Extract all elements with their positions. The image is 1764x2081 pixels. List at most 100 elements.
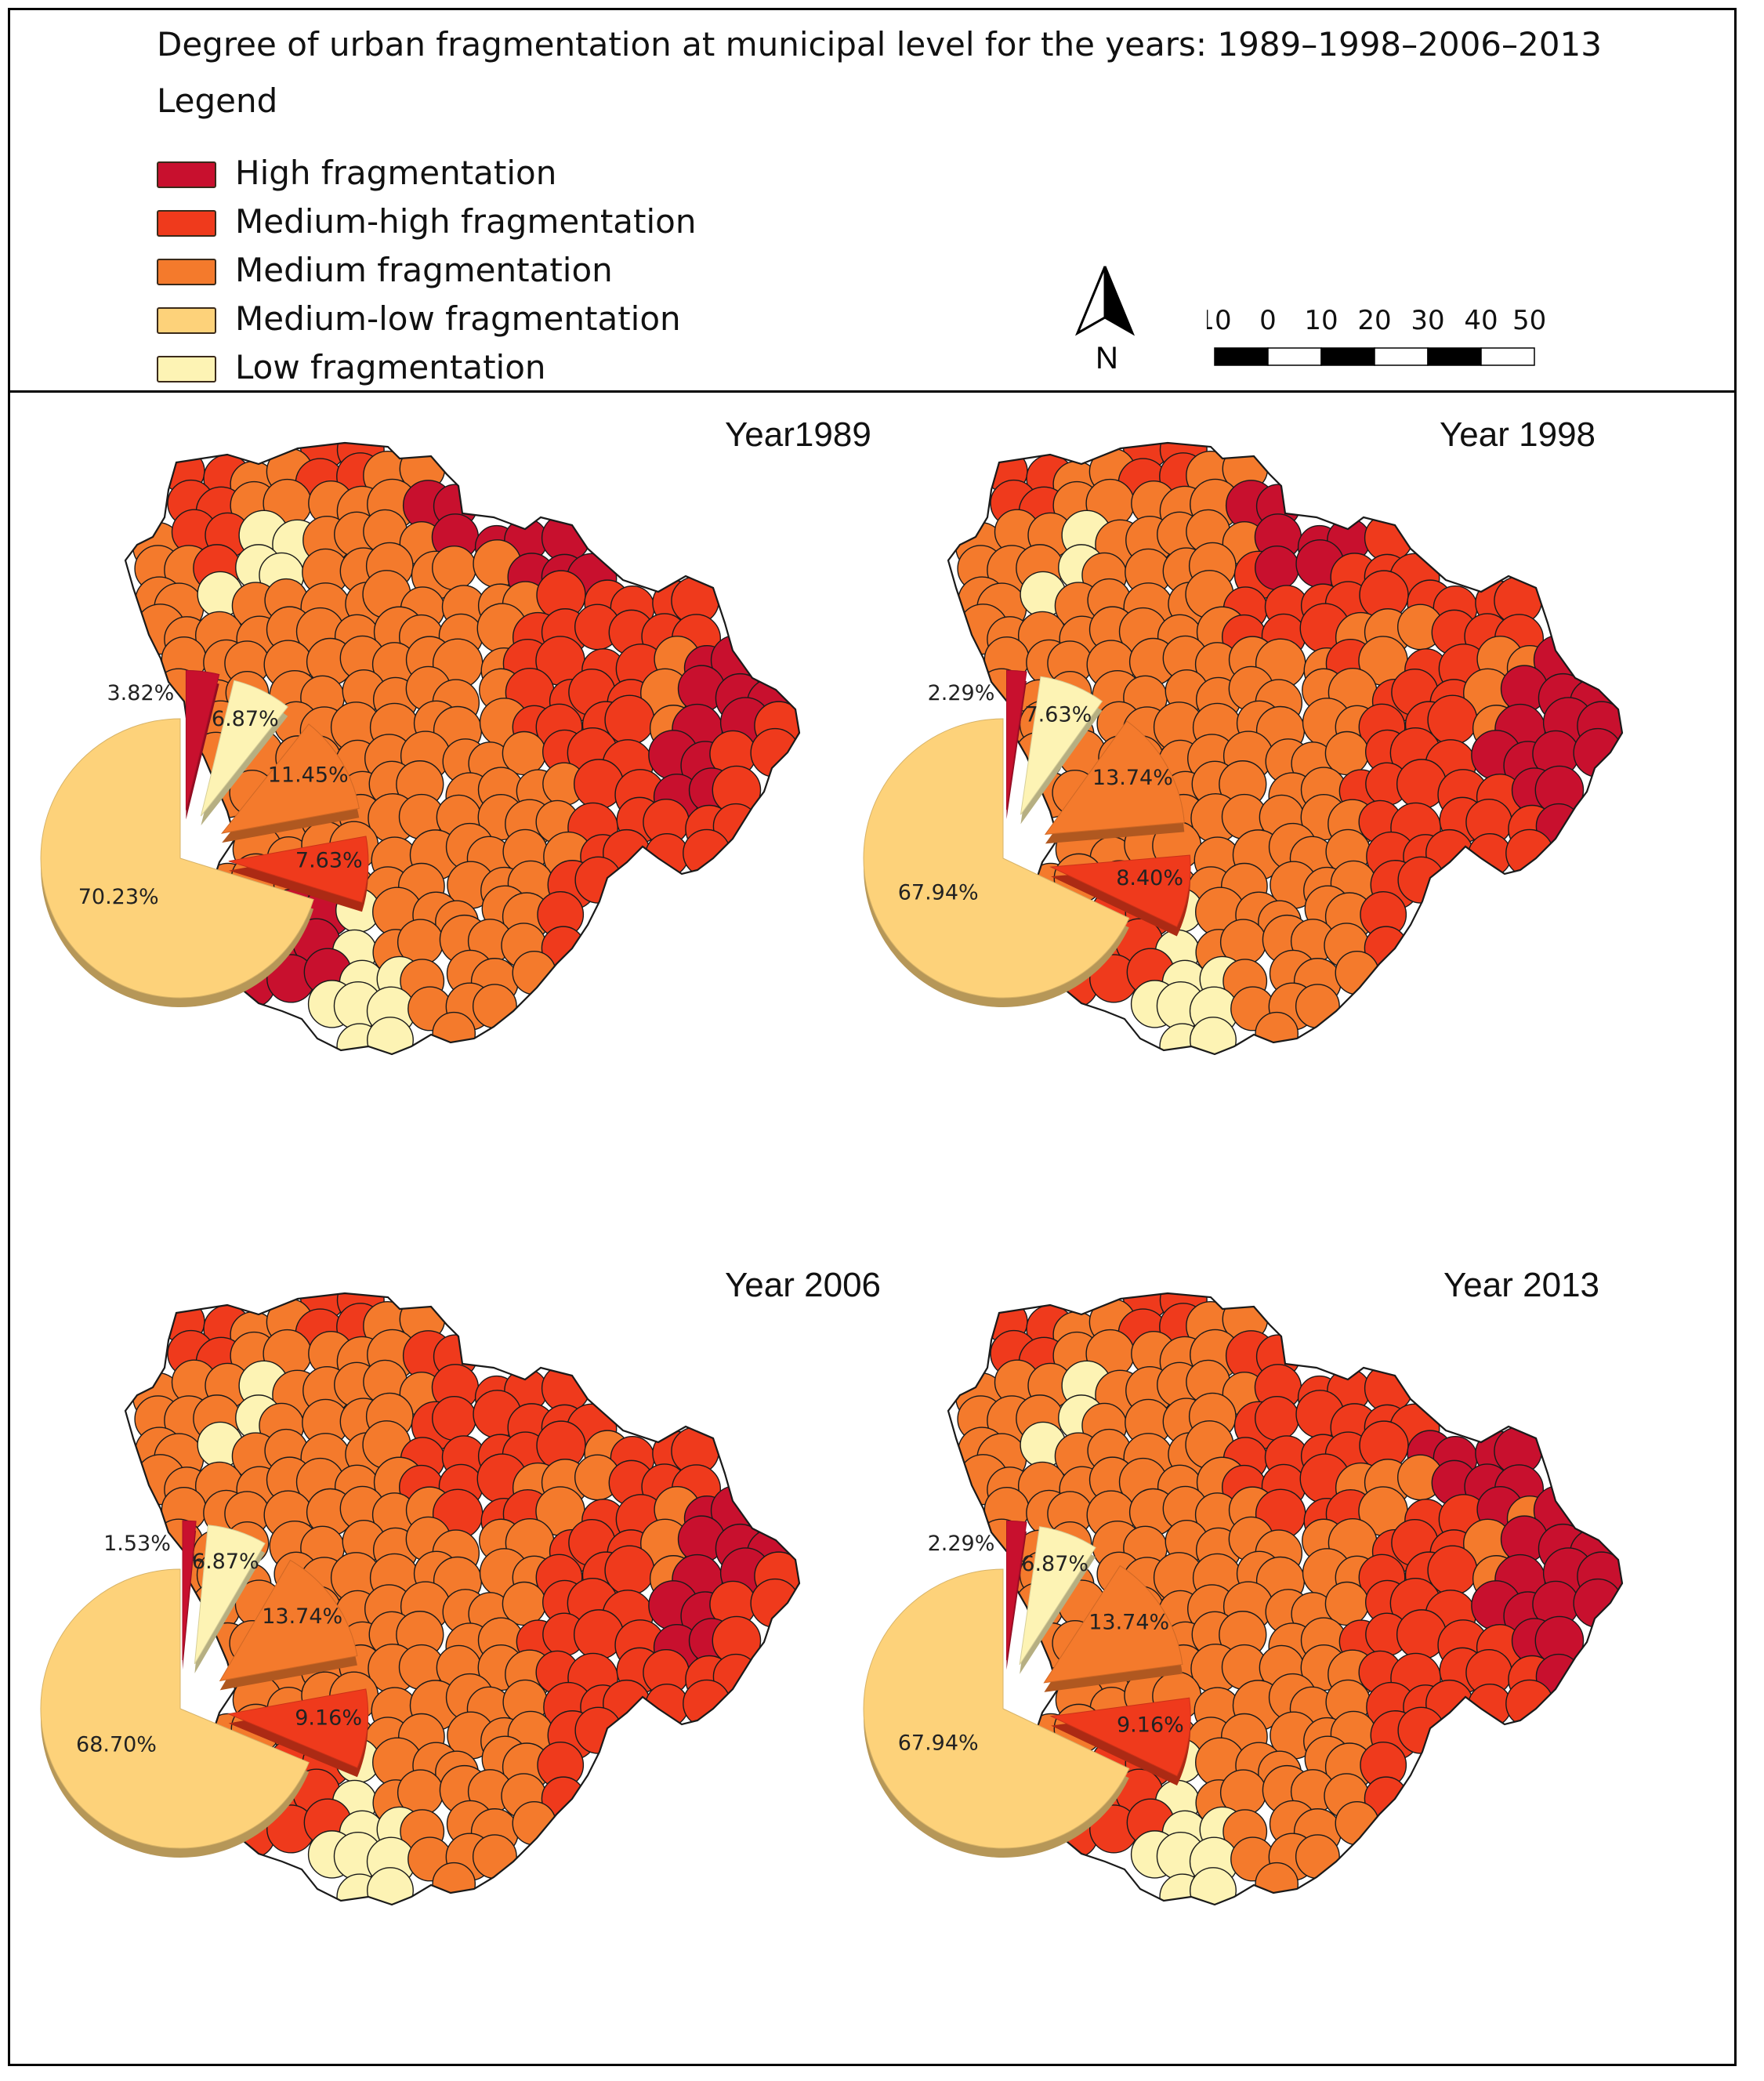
scale-segment [1214, 347, 1269, 366]
pie-slice [863, 1568, 1130, 1849]
pie-slice [194, 1524, 266, 1665]
pie-slice [226, 1688, 369, 1768]
map-panel-1989: 3.82% 6.87% 11.45% 7.63% 70.23% Year1989 [24, 400, 886, 1231]
municipality [683, 828, 731, 878]
municipality [1505, 1679, 1554, 1728]
pie-slice-label: 11.45% [268, 763, 349, 787]
municipality [1397, 1706, 1445, 1754]
scale-segment [1267, 347, 1322, 366]
pie-chart: 2.29% 6.87% 13.74% 9.16% 67.94% [863, 1520, 1191, 1858]
pie-slice [1049, 854, 1191, 928]
scale-segment [1320, 347, 1375, 366]
municipality-cells [132, 443, 799, 1054]
region-outline [124, 441, 801, 1056]
pie-slice-label: 9.16% [295, 1706, 362, 1731]
municipality-cells [955, 443, 1622, 1054]
north-arrow-icon: N [1074, 266, 1136, 372]
municipality [645, 832, 690, 878]
pie-slice-label: 2.29% [928, 1532, 995, 1556]
year-label: Year 2006 [725, 1266, 882, 1304]
pie-slice-label: 1.53% [103, 1532, 171, 1556]
pie-slice [1019, 1526, 1096, 1666]
pie-slice-label: 8.40% [1116, 866, 1183, 890]
pie-slice [228, 836, 369, 903]
municipality [502, 1581, 547, 1626]
map-panel-graphic: 2.29% 6.87% 13.74% 9.16% 67.94% [863, 1292, 1624, 1906]
pie-chart: 3.82% 6.87% 11.45% 7.63% 70.23% [40, 669, 369, 1007]
pie-slice-label: 2.29% [928, 681, 995, 705]
pie-slice-label: 13.74% [262, 1604, 342, 1629]
region-map [947, 441, 1624, 1056]
municipality [1190, 1017, 1237, 1054]
scale-bar: 10 0 10 20 30 40 50 km [1207, 305, 1552, 366]
municipality [432, 545, 477, 591]
municipality [1255, 1011, 1299, 1054]
pie-slice-label: 7.63% [1025, 703, 1092, 727]
municipality [1295, 984, 1340, 1029]
legend-label-medium: Medium fragmentation [235, 251, 613, 289]
figure-title: Degree of urban fragmentation at municip… [157, 25, 1602, 63]
scale-tick-label: 0 [1259, 305, 1277, 336]
year-label: Year1989 [725, 415, 871, 454]
legend-label-medium-high: Medium-high fragmentation [235, 202, 697, 241]
pie-slice [200, 680, 288, 817]
municipality [367, 1017, 414, 1054]
legend-label-high: High fragmentation [235, 154, 557, 192]
municipality [432, 1395, 477, 1441]
map-panel-graphic: 2.29% 7.63% 13.74% 8.40% 67.94% [863, 441, 1624, 1056]
figure-frame [8, 8, 1737, 2066]
pie-slice [40, 1568, 310, 1849]
region-map [124, 441, 801, 1056]
pie-slice-label: 6.87% [192, 1550, 259, 1574]
scale-segment [1374, 347, 1429, 366]
municipality [574, 856, 622, 904]
legend-swatch-medium-low [157, 307, 216, 334]
municipality [1573, 1578, 1622, 1628]
municipality [502, 731, 547, 776]
pie-slice [185, 669, 220, 810]
map-panel-1998: 2.29% 7.63% 13.74% 8.40% 67.94% Year 1998 [846, 400, 1708, 1231]
pie-slice-label: 6.87% [1021, 1552, 1088, 1576]
legend-swatch-low [157, 356, 216, 382]
pie-slice-label: 13.74% [1092, 766, 1173, 790]
municipality [472, 1834, 517, 1880]
map-panel-graphic: 1.53% 6.87% 13.74% 9.16% 68.70% [40, 1292, 801, 1906]
municipality [1324, 731, 1370, 776]
pie-slice [219, 1559, 358, 1682]
municipality [1295, 1834, 1340, 1880]
municipality [1397, 856, 1445, 904]
north-arrow-right-half [1103, 266, 1136, 336]
pie-slice-label: 67.94% [898, 880, 979, 905]
pie-slice-label: 67.94% [898, 1731, 979, 1755]
municipality [1573, 727, 1622, 778]
scale-tick-label: 10 [1304, 305, 1338, 336]
scale-tick-label: 40 [1464, 305, 1498, 336]
legend-swatch-medium-high [157, 210, 216, 237]
pie-slice [1020, 676, 1103, 815]
pie-slice-label: 68.70% [76, 1732, 157, 1757]
map-panel-2006: 1.53% 6.87% 13.74% 9.16% 68.70% Year 2006 [24, 1250, 886, 2081]
header-divider [8, 390, 1737, 393]
scale-segment [1480, 347, 1535, 366]
municipality [1468, 1683, 1512, 1728]
municipality [1324, 1581, 1370, 1626]
map-panel-graphic: 3.82% 6.87% 11.45% 7.63% 70.23% [40, 441, 801, 1056]
pie-slice [1049, 1697, 1191, 1777]
scale-segment [1427, 347, 1482, 366]
pie-slice-label: 7.63% [295, 848, 363, 872]
north-arrow-left-half [1074, 266, 1107, 336]
municipality [1255, 545, 1300, 591]
scale-tick-label: 50 km [1512, 305, 1552, 336]
municipality [1255, 1395, 1300, 1441]
municipality [472, 984, 517, 1029]
map-panel-2013: 2.29% 6.87% 13.74% 9.16% 67.94% Year 2013 [846, 1250, 1708, 2081]
scale-tick-label: 20 [1357, 305, 1391, 336]
municipality [750, 727, 799, 778]
scale-tick-label: 30 [1411, 305, 1444, 336]
municipality [432, 1862, 476, 1905]
pie-slice-label: 9.16% [1117, 1713, 1184, 1738]
pie-chart: 2.29% 7.63% 13.74% 8.40% 67.94% [863, 669, 1191, 1007]
pie-slice [220, 723, 360, 834]
pie-slice [182, 1520, 197, 1661]
municipality [750, 1578, 799, 1628]
